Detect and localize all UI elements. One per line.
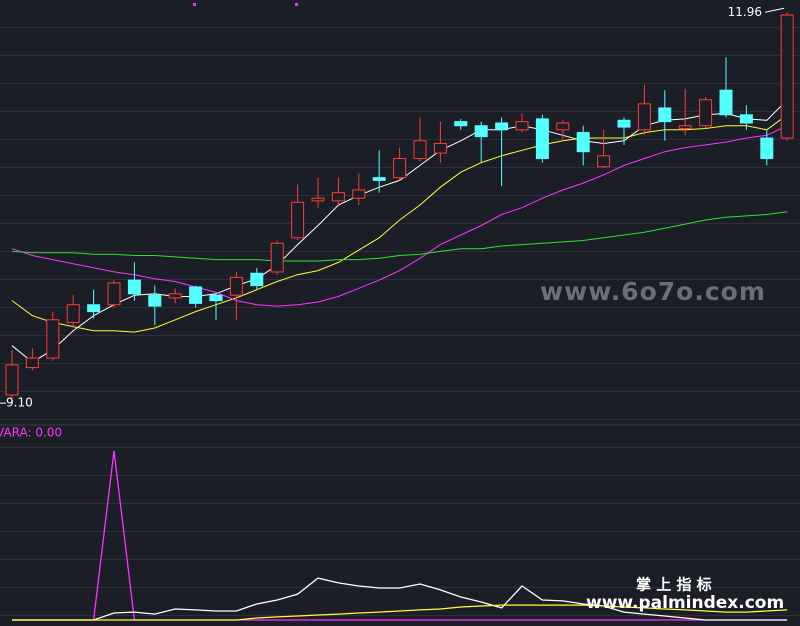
candle-body	[87, 304, 101, 313]
candle-body	[250, 272, 264, 287]
moving-average	[11, 211, 788, 262]
candle-body	[556, 122, 570, 131]
candle-body	[474, 125, 488, 138]
candle-body	[107, 282, 121, 306]
candle-body	[454, 121, 468, 127]
candle-body	[168, 293, 182, 299]
marker-dot	[193, 3, 196, 6]
candle-body	[46, 319, 60, 359]
candle-body	[678, 125, 692, 129]
min-label: 9.10	[6, 396, 33, 410]
watermark-site: www.palmindex.com	[586, 593, 784, 613]
candle-body	[5, 364, 19, 396]
candle-body	[413, 140, 427, 160]
candle-body	[270, 242, 284, 273]
candle-body	[189, 286, 203, 304]
candle-body	[127, 279, 141, 295]
candle-body	[739, 114, 753, 124]
indicator-line	[12, 577, 788, 621]
marker-dot	[295, 3, 298, 6]
candle-body	[66, 304, 80, 324]
candle-body	[25, 357, 39, 369]
candle-body	[576, 132, 590, 153]
candle-body	[719, 89, 733, 116]
watermark-brand: 掌 上 指 标	[636, 576, 712, 594]
candle-body	[291, 201, 305, 239]
candle-body	[637, 103, 651, 131]
candle-body	[495, 122, 509, 131]
candle-body	[352, 189, 366, 199]
moving-average	[11, 125, 788, 307]
indicator-line	[12, 604, 788, 621]
candle-body	[699, 99, 713, 127]
indicator-label: VARA: 0.00	[0, 426, 62, 440]
moving-average	[11, 114, 788, 333]
candle-body	[433, 142, 447, 154]
candle-body	[658, 107, 672, 123]
candle-body	[780, 14, 794, 139]
max-pointer	[764, 7, 785, 13]
candle-body	[760, 137, 774, 160]
candle-body	[597, 155, 611, 168]
moving-average	[11, 99, 788, 363]
max-label: 11.96	[728, 5, 762, 19]
candle-body	[148, 294, 162, 307]
candle-body	[535, 118, 549, 160]
candle-body	[515, 121, 529, 131]
candle-body	[209, 294, 223, 302]
candle-body	[617, 119, 631, 128]
candle-body	[331, 192, 345, 202]
candle-body	[372, 177, 386, 181]
candle-body	[311, 197, 325, 202]
candle-body	[393, 158, 407, 179]
candle-body	[229, 276, 243, 296]
watermark: www.6o7o.com	[540, 277, 766, 306]
